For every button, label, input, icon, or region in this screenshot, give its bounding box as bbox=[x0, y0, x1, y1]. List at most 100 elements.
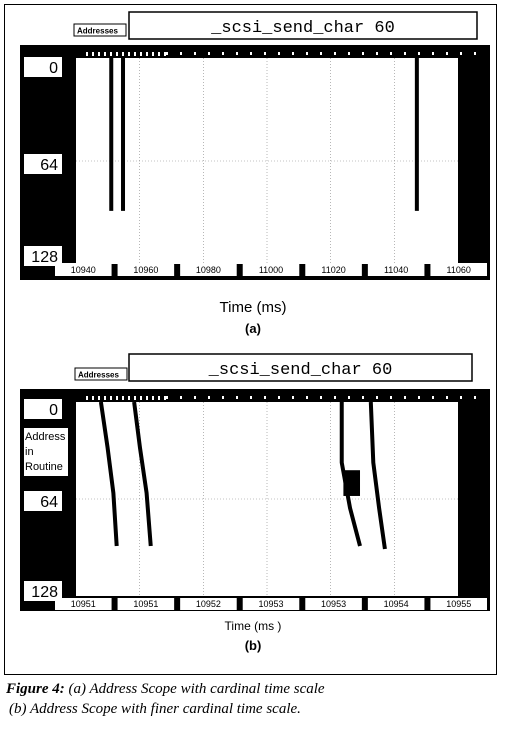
panel-a-strip-dot bbox=[166, 52, 168, 55]
panel-a-strip-dot bbox=[390, 52, 392, 55]
panel-b-xtick-label: 10954 bbox=[384, 599, 409, 609]
panel-a-title-window bbox=[128, 11, 478, 40]
panel-a-strip-dot bbox=[134, 52, 136, 56]
panel-a-strip-dot bbox=[320, 52, 322, 55]
panel-a-xtick-label: 10940 bbox=[71, 265, 96, 275]
panel-a-strip-dot bbox=[418, 52, 420, 55]
panel-b-ytick-label: 64 bbox=[40, 494, 58, 511]
panel-a-xtick-label: 11060 bbox=[447, 265, 471, 275]
panel-a-xtick-box bbox=[55, 263, 112, 276]
figure-label: Figure 4: bbox=[6, 681, 65, 697]
panel-a-strip-dot bbox=[140, 52, 142, 56]
caption-text-a: (a) Address Scope with cardinal time sca… bbox=[64, 681, 325, 697]
panel-a-top-tick-strip bbox=[86, 52, 476, 56]
panel-b-strip-dot bbox=[134, 396, 136, 400]
panel-b-strip-dot bbox=[376, 396, 378, 399]
panel-a-strip-dot bbox=[180, 52, 182, 55]
panel-a-strip-dot bbox=[146, 52, 148, 56]
panel-b-strip-dot bbox=[474, 396, 476, 399]
panel-b-strip-dot bbox=[164, 396, 166, 400]
panel-a-strip-dot bbox=[306, 52, 308, 55]
panel-b-strip-dot bbox=[110, 396, 112, 400]
panel-a-strip-dot bbox=[460, 52, 462, 55]
panel-b-address-block bbox=[343, 470, 361, 496]
panel-a-strip-dot bbox=[208, 52, 210, 55]
panel-b-strip-dot bbox=[98, 396, 100, 400]
panel-b-address-trace-1 bbox=[98, 401, 119, 547]
panel-b-ytick-label: 0 bbox=[49, 402, 58, 419]
panel-b-xtick-box bbox=[242, 598, 300, 610]
panel-a-xtick-box bbox=[430, 263, 487, 276]
panel-a-strip-dot bbox=[250, 52, 252, 55]
panel-a-strip-dot bbox=[194, 52, 196, 55]
panel-b-strip-dot bbox=[116, 396, 118, 400]
panel-b-title-window bbox=[128, 353, 473, 382]
panel-b-strip-dot bbox=[104, 396, 106, 400]
panel-a-strip-dot bbox=[404, 52, 406, 55]
panel-b-strip-dot bbox=[446, 396, 448, 399]
panel-b-strip-dot bbox=[86, 396, 88, 400]
panel-a-strip-dot bbox=[362, 52, 364, 55]
panel-a-xtick-label: 11040 bbox=[384, 265, 408, 275]
panel-a-strip-dot bbox=[158, 52, 160, 56]
panel-a-strip-dot bbox=[446, 52, 448, 55]
panel-a-xtick-box bbox=[367, 263, 425, 276]
panel-b-strip-dot bbox=[152, 396, 154, 400]
panel-b-ytick-box bbox=[24, 399, 62, 419]
panel-b-strip-dot bbox=[236, 396, 238, 399]
panel-b-strip-dot bbox=[122, 396, 124, 400]
panel-b-strip-dot bbox=[158, 396, 160, 400]
panel-b-xtick-label: 10951 bbox=[71, 599, 96, 609]
panel-a-strip-dot bbox=[236, 52, 238, 55]
panel-b-grid bbox=[76, 402, 458, 596]
panel-b-strip-dot bbox=[180, 396, 182, 399]
panel-a-strip-dot bbox=[128, 52, 130, 56]
panel-a-ytick-box bbox=[24, 57, 62, 77]
panel-b-chart: Addresses _scsi_send_char 60 0 64 128 Address… bbox=[20, 353, 490, 653]
panel-a-strip-dot bbox=[432, 52, 434, 55]
panel-a-xtick-box bbox=[305, 263, 362, 276]
panel-b-xtick-label: 10953 bbox=[321, 599, 346, 609]
panel-b-xtick-box bbox=[117, 598, 175, 610]
panel-b-address-trace-2 bbox=[132, 401, 153, 547]
panel-a-strip-dot bbox=[86, 52, 88, 56]
panel-b-strip-dot bbox=[278, 396, 280, 399]
panel-a-panel-label: (a) bbox=[245, 321, 261, 336]
panel-b-strip-dot bbox=[166, 396, 168, 399]
panel-b-routine-title: _scsi_send_char 60 bbox=[208, 361, 393, 380]
panel-b-strip-dot bbox=[128, 396, 130, 400]
panel-b-strip-dot bbox=[320, 396, 322, 399]
panel-a-xtick-label: 10980 bbox=[196, 265, 221, 275]
panel-a-ytick-label: 64 bbox=[40, 157, 58, 174]
panel-b-ytick-label: 128 bbox=[31, 584, 58, 601]
figure-frame bbox=[4, 4, 497, 675]
panel-b-addresses-tab bbox=[74, 367, 128, 381]
panel-b-panel-label: (b) bbox=[245, 638, 262, 653]
panel-b-xtick-label: 10952 bbox=[196, 599, 221, 609]
panel-b-strip-dot bbox=[250, 396, 252, 399]
panel-b-xtick-box bbox=[55, 598, 112, 610]
panel-b-strip-dot bbox=[292, 396, 294, 399]
panel-a-xlabel: Time (ms) bbox=[220, 299, 287, 316]
panel-b-xtick-box bbox=[305, 598, 362, 610]
panel-b-strip-dot bbox=[362, 396, 364, 399]
panel-a-strip-dot bbox=[334, 52, 336, 55]
figure-caption-line2: (b) Address Scope with finer cardinal ti… bbox=[9, 701, 301, 717]
panel-a-strip-dot bbox=[92, 52, 94, 56]
panel-a-strip-dot bbox=[122, 52, 124, 56]
panel-b-xtick-label: 10951 bbox=[133, 599, 158, 609]
panel-b-xtick-label: 10953 bbox=[258, 599, 283, 609]
panel-b-strip-dot bbox=[418, 396, 420, 399]
panel-b-ytick-box bbox=[24, 581, 62, 601]
panel-a-strip-dot bbox=[110, 52, 112, 56]
panel-a-strip-dot bbox=[116, 52, 118, 56]
panel-b-xtick-label: 10955 bbox=[446, 599, 471, 609]
panel-a-strip-dot bbox=[376, 52, 378, 55]
panel-a-strip-dot bbox=[222, 52, 224, 55]
panel-a-chart: Addresses _scsi_send_char 60 0 64 128 10940 10… bbox=[20, 11, 490, 336]
panel-b-strip-dot bbox=[264, 396, 266, 399]
panel-b-side-label-box bbox=[24, 428, 68, 476]
panel-b-xlabel: Time (ms ) bbox=[225, 619, 282, 633]
panel-a-addresses-label: Addresses bbox=[77, 27, 118, 36]
